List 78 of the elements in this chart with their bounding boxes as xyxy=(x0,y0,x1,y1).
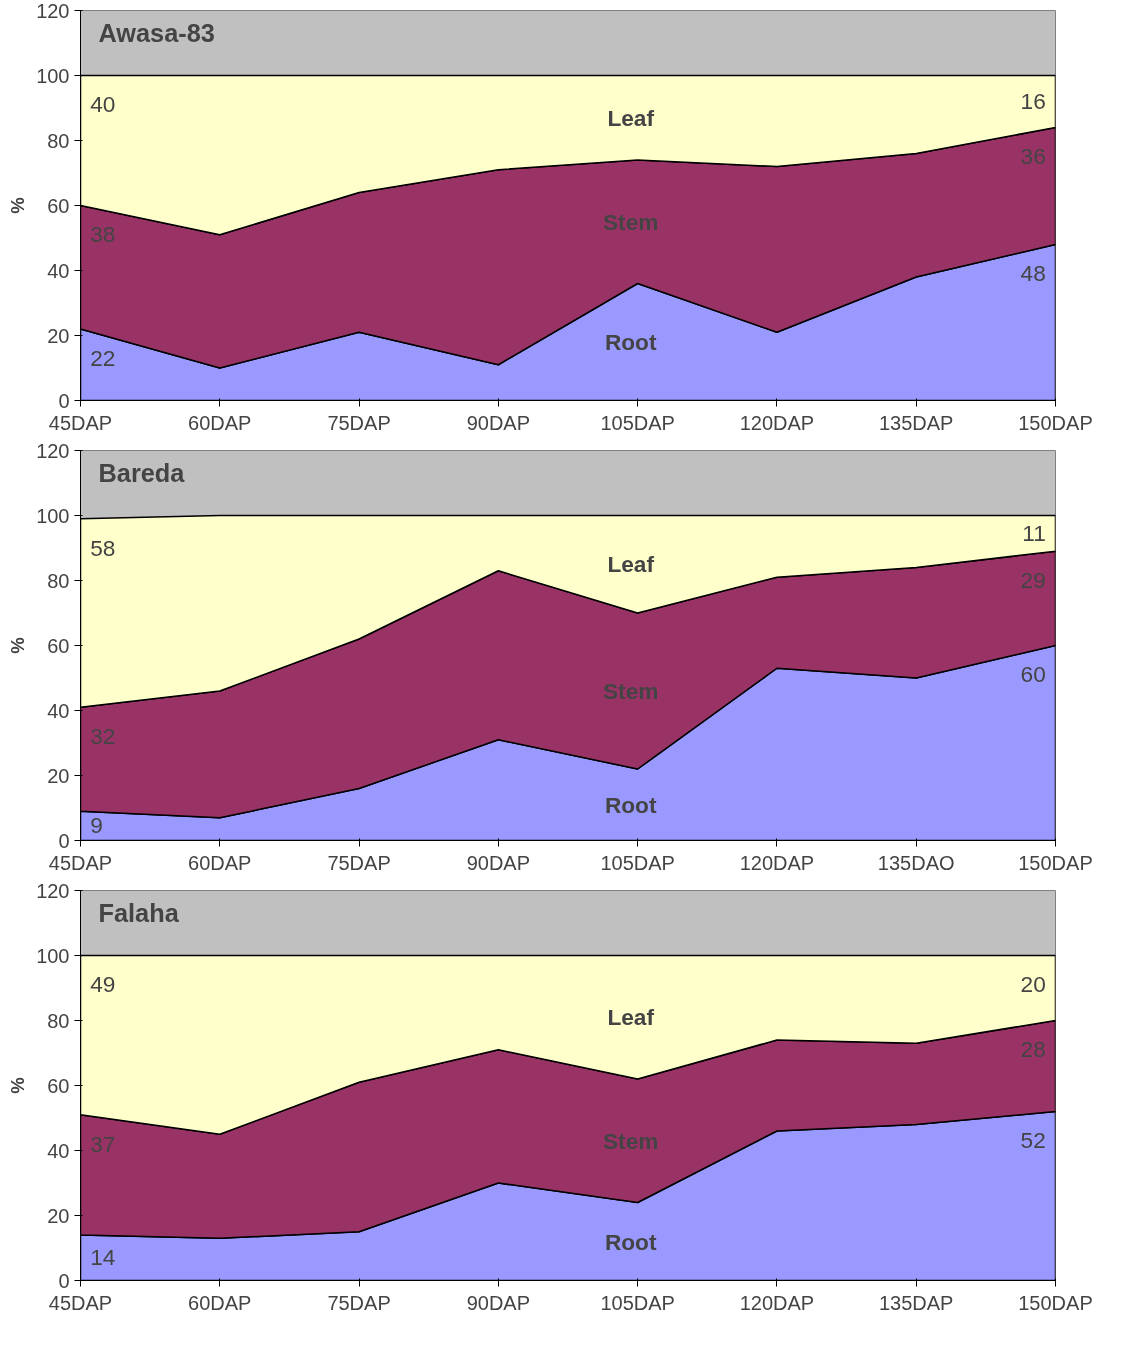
data-label: 48 xyxy=(1020,260,1046,287)
chart-title: Bareda xyxy=(98,458,186,487)
x-tick-label: 150DAP xyxy=(1018,851,1093,874)
data-label: 22 xyxy=(90,344,116,371)
data-label: 20 xyxy=(1020,971,1046,998)
y-tick-label: 40 xyxy=(47,1139,70,1162)
x-tick-label: 135DAP xyxy=(878,411,954,434)
data-label: 58 xyxy=(90,534,116,561)
y-tick-label: 20 xyxy=(47,324,70,347)
y-tick-label: 60 xyxy=(47,634,70,657)
x-tick-label: 75DAP xyxy=(327,851,391,874)
y-tick-label: 60 xyxy=(47,1074,70,1097)
data-label: 49 xyxy=(90,971,116,998)
data-label: 37 xyxy=(90,1130,116,1157)
x-tick-label: 60DAP xyxy=(188,411,252,434)
series-label: Stem xyxy=(602,208,659,235)
y-tick-label: 60 xyxy=(47,194,70,217)
x-tick-label: 90DAP xyxy=(466,1291,531,1314)
y-tick-label: 20 xyxy=(47,1204,70,1227)
data-label: 16 xyxy=(1020,88,1046,114)
y-tick-label: 20 xyxy=(47,764,70,787)
y-axis-title: % xyxy=(7,1076,29,1094)
x-tick-label: 90DAP xyxy=(466,411,531,434)
series-label: Leaf xyxy=(607,1004,655,1031)
x-tick-label: 150DAP xyxy=(1018,411,1093,434)
x-tick-label: 120DAP xyxy=(739,411,815,434)
y-axis-title: % xyxy=(7,196,29,214)
series-label: Root xyxy=(604,791,657,818)
y-tick-label: 80 xyxy=(47,129,70,152)
x-tick-label: 135DAO xyxy=(877,851,955,874)
data-label: 60 xyxy=(1020,661,1046,688)
x-tick-label: 45DAP xyxy=(48,1291,113,1314)
x-tick-label: 135DAP xyxy=(878,1291,954,1314)
series-label: Leaf xyxy=(607,104,655,131)
series-label: Leaf xyxy=(607,551,655,578)
x-tick-label: 105DAP xyxy=(600,411,675,434)
data-label: 32 xyxy=(90,723,116,749)
x-tick-label: 120DAP xyxy=(739,1291,815,1314)
x-tick-label: 120DAP xyxy=(739,851,815,874)
data-label: 40 xyxy=(90,91,116,118)
y-tick-label: 120 xyxy=(36,0,70,22)
x-tick-label: 150DAP xyxy=(1018,1291,1093,1314)
data-label: 36 xyxy=(1020,143,1046,170)
x-tick-label: 60DAP xyxy=(188,851,252,874)
y-tick-label: 40 xyxy=(47,699,70,722)
y-tick-label: 100 xyxy=(36,504,70,527)
x-tick-label: 105DAP xyxy=(600,1291,675,1314)
y-tick-label: 40 xyxy=(47,259,70,282)
chart-title: Falaha xyxy=(98,898,180,927)
y-axis-title: % xyxy=(7,636,29,654)
data-label: 28 xyxy=(1020,1036,1046,1063)
x-tick-label: 60DAP xyxy=(188,1291,252,1314)
y-tick-label: 0 xyxy=(58,1269,70,1292)
data-label: 14 xyxy=(90,1244,116,1271)
y-tick-label: 120 xyxy=(36,879,70,902)
y-tick-label: 80 xyxy=(47,569,70,592)
y-tick-label: 120 xyxy=(36,439,70,462)
x-tick-label: 90DAP xyxy=(466,851,531,874)
y-tick-label: 0 xyxy=(58,389,70,412)
data-label: 11 xyxy=(1022,519,1046,546)
series-label: Stem xyxy=(602,678,659,704)
series-label: Root xyxy=(604,329,657,355)
y-tick-label: 100 xyxy=(36,64,70,87)
x-tick-label: 105DAP xyxy=(600,851,675,874)
y-tick-label: 100 xyxy=(36,944,70,967)
y-tick-label: 0 xyxy=(58,829,70,852)
y-tick-label: 80 xyxy=(47,1009,70,1032)
x-tick-label: 45DAP xyxy=(48,851,113,874)
data-label: 38 xyxy=(90,221,116,248)
x-tick-label: 75DAP xyxy=(327,411,391,434)
data-label: 52 xyxy=(1020,1127,1046,1154)
x-tick-label: 45DAP xyxy=(48,411,113,434)
series-label: Stem xyxy=(602,1127,659,1154)
chart-title: Awasa-83 xyxy=(98,18,215,47)
series-label: Root xyxy=(604,1228,657,1255)
data-label: 29 xyxy=(1020,567,1046,593)
x-tick-label: 75DAP xyxy=(327,1291,391,1314)
data-label: 9 xyxy=(90,812,103,839)
